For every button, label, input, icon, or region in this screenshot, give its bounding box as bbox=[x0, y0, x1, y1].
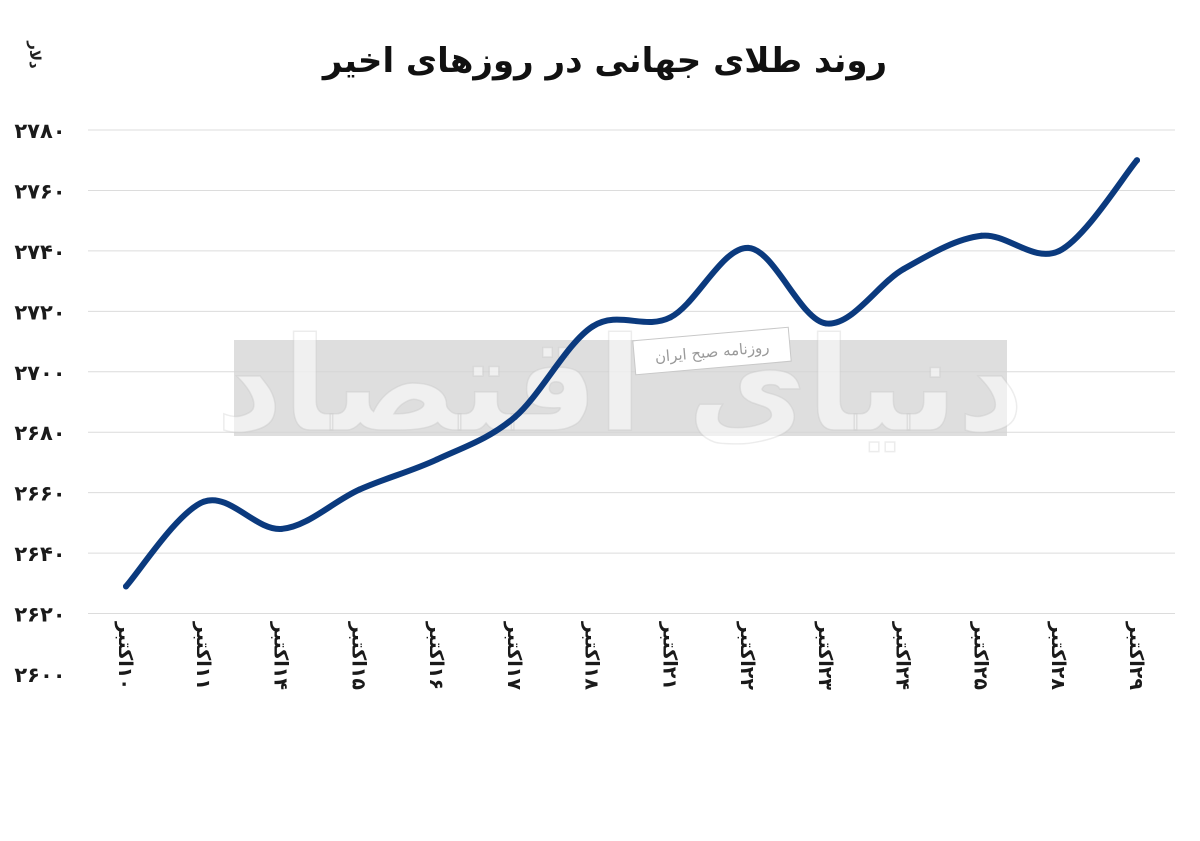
y-tick-label: ۲۶۸۰ bbox=[14, 421, 65, 445]
y-tick-label: ۲۶۲۰ bbox=[14, 603, 65, 627]
data-point bbox=[511, 414, 518, 421]
x-tick-label: ۱۴اکتبر bbox=[270, 621, 292, 690]
y-tick-label: ۲۶۶۰ bbox=[14, 482, 65, 506]
data-point bbox=[123, 583, 129, 590]
x-tick-label: ۲۸اکتبر bbox=[1047, 621, 1069, 691]
data-point bbox=[745, 244, 752, 251]
y-tick-label: ۲۷۶۰ bbox=[14, 179, 65, 203]
data-point bbox=[822, 320, 829, 327]
data-point bbox=[278, 525, 285, 532]
data-point bbox=[200, 498, 207, 505]
data-point bbox=[900, 266, 907, 273]
gold-price-line bbox=[123, 157, 1140, 590]
x-tick-label: ۱۰اکتبر bbox=[114, 621, 136, 690]
x-axis-ticks: ۱۰اکتبر ۱۱اکتبر ۱۴اکتبر ۱۵اکتبر ۱۶اکتبر ۱۷اکت… bbox=[114, 621, 1147, 691]
x-tick-label: ۲۹اکتبر bbox=[1125, 621, 1147, 691]
x-tick-label: ۱۵اکتبر bbox=[347, 621, 369, 691]
y-tick-label: ۲۶۰۰ bbox=[14, 663, 65, 687]
data-point bbox=[356, 486, 363, 493]
y-tick-label: ۲۷۸۰ bbox=[14, 119, 65, 143]
y-axis-ticks: ۲۶۰۰ ۲۶۲۰ ۲۶۴۰ ۲۶۶۰ ۲۶۸۰ ۲۷۰۰ ۲۷۲۰ ۲۷۴۰ ۲۷۶۰ ۲۷۸۰ bbox=[14, 119, 65, 687]
watermark-tag-box bbox=[632, 326, 792, 376]
y-tick-label: ۲۷۴۰ bbox=[14, 240, 65, 264]
x-tick-label: ۲۳اکتبر bbox=[814, 621, 836, 691]
x-tick-label: ۲۴اکتبر bbox=[892, 621, 914, 690]
y-tick-label: ۲۷۰۰ bbox=[14, 361, 65, 385]
x-tick-label: ۱۱اکتبر bbox=[192, 621, 214, 690]
data-point bbox=[978, 232, 985, 239]
x-tick-label: ۱۷اکتبر bbox=[503, 621, 525, 691]
y-axis-unit-label: دلار bbox=[26, 40, 44, 69]
watermark: دنیای اقتصاد روزنامه صبح ایران bbox=[215, 308, 1025, 462]
x-tick-label: ۱۸اکتبر bbox=[581, 621, 603, 691]
data-point bbox=[434, 456, 441, 463]
data-point bbox=[1056, 247, 1063, 254]
series-layer bbox=[123, 157, 1140, 590]
data-point bbox=[589, 323, 596, 330]
x-tick-label: ۲۵اکتبر bbox=[969, 621, 991, 691]
data-point bbox=[667, 314, 674, 321]
watermark-band bbox=[234, 340, 1007, 436]
data-point bbox=[1134, 157, 1140, 164]
x-tick-label: ۲۲اکتبر bbox=[736, 621, 758, 691]
y-tick-label: ۲۷۲۰ bbox=[14, 300, 65, 324]
x-tick-label: ۲۱اکتبر bbox=[658, 621, 680, 690]
watermark-brand: دنیای اقتصاد bbox=[216, 309, 1024, 461]
y-tick-label: ۲۶۴۰ bbox=[14, 542, 65, 566]
chart-title: روند طلای جهانی در روزهای اخیر bbox=[321, 41, 887, 81]
x-tick-label: ۱۶اکتبر bbox=[425, 621, 447, 690]
